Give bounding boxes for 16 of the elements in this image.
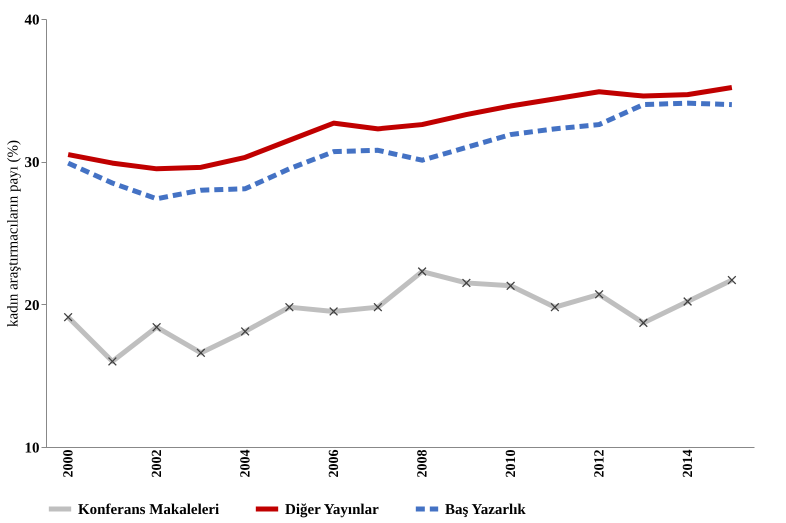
y-tick-label: 20 (24, 298, 40, 314)
legend-label: Konferans Makaleleri (78, 502, 220, 518)
x-tick-label: 2014 (681, 450, 696, 478)
y-tick-label: 40 (24, 12, 40, 28)
x-tick-label: 2002 (150, 450, 166, 478)
x-tick-label: 2004 (238, 450, 254, 478)
y-tick-label: 10 (24, 440, 40, 456)
x-tick-label: 2006 (327, 450, 342, 478)
y-tick-label: 30 (24, 155, 40, 172)
y-axis-title: kadın araştırmacıların payı (%) (6, 140, 22, 328)
legend-label: Baş Yazarlık (445, 502, 526, 518)
x-tick-label: 2008 (416, 450, 431, 478)
x-tick-label: 2012 (592, 450, 608, 478)
x-tick-label: 2010 (504, 450, 520, 478)
legend-label: Diğer Yayınlar (285, 502, 380, 518)
x-tick-label: 2000 (62, 450, 77, 478)
